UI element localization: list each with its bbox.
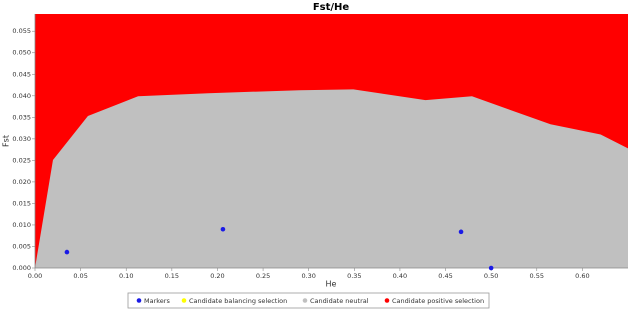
legend-swatch bbox=[302, 298, 308, 303]
y-tick-label: 0.005 bbox=[12, 242, 31, 250]
x-tick-label: 0.55 bbox=[530, 272, 544, 280]
y-tick-label: 0.025 bbox=[12, 156, 31, 164]
legend-label: Candidate balancing selection bbox=[189, 297, 287, 305]
plot-area bbox=[35, 14, 628, 268]
y-tick-label: 0.050 bbox=[12, 49, 31, 57]
marker-point bbox=[488, 265, 494, 271]
y-tick-label: 0.035 bbox=[12, 113, 31, 121]
x-axis-label: He bbox=[326, 280, 337, 289]
legend-swatch bbox=[181, 298, 187, 303]
legend-label: Markers bbox=[144, 297, 170, 305]
legend-label: Candidate positive selection bbox=[392, 297, 484, 305]
x-tick-label: 0.50 bbox=[484, 272, 498, 280]
x-tick-label: 0.25 bbox=[256, 272, 270, 280]
x-tick-label: 0.45 bbox=[438, 272, 452, 280]
x-tick-label: 0.10 bbox=[119, 272, 133, 280]
x-tick-label: 0.35 bbox=[347, 272, 361, 280]
x-tick-label: 0.15 bbox=[165, 272, 179, 280]
legend-swatch bbox=[384, 298, 390, 303]
y-tick-label: 0.045 bbox=[12, 70, 31, 78]
x-tick-label: 0.30 bbox=[301, 272, 315, 280]
y-tick-label: 0.015 bbox=[12, 199, 31, 207]
y-tick-label: 0.000 bbox=[12, 264, 31, 272]
marker-point bbox=[220, 226, 226, 232]
y-axis-label: Fst bbox=[2, 135, 11, 147]
legend-swatch bbox=[136, 298, 142, 303]
y-tick-label: 0.055 bbox=[12, 27, 31, 35]
x-tick-label: 0.40 bbox=[393, 272, 407, 280]
y-tick-label: 0.040 bbox=[12, 92, 31, 100]
x-tick-label: 0.20 bbox=[210, 272, 224, 280]
x-tick-label: 0.00 bbox=[28, 272, 42, 280]
legend-box bbox=[127, 292, 490, 309]
y-tick-label: 0.030 bbox=[12, 135, 31, 143]
marker-point bbox=[64, 249, 70, 255]
legend-label: Candidate neutral bbox=[310, 297, 369, 305]
x-tick-label: 0.60 bbox=[575, 272, 589, 280]
y-tick-label: 0.010 bbox=[12, 221, 31, 229]
area bbox=[35, 89, 628, 268]
y-tick-label: 0.020 bbox=[12, 178, 31, 186]
x-tick-label: 0.05 bbox=[73, 272, 87, 280]
chart-title: Fst/He bbox=[313, 2, 350, 13]
marker-point bbox=[458, 229, 464, 235]
